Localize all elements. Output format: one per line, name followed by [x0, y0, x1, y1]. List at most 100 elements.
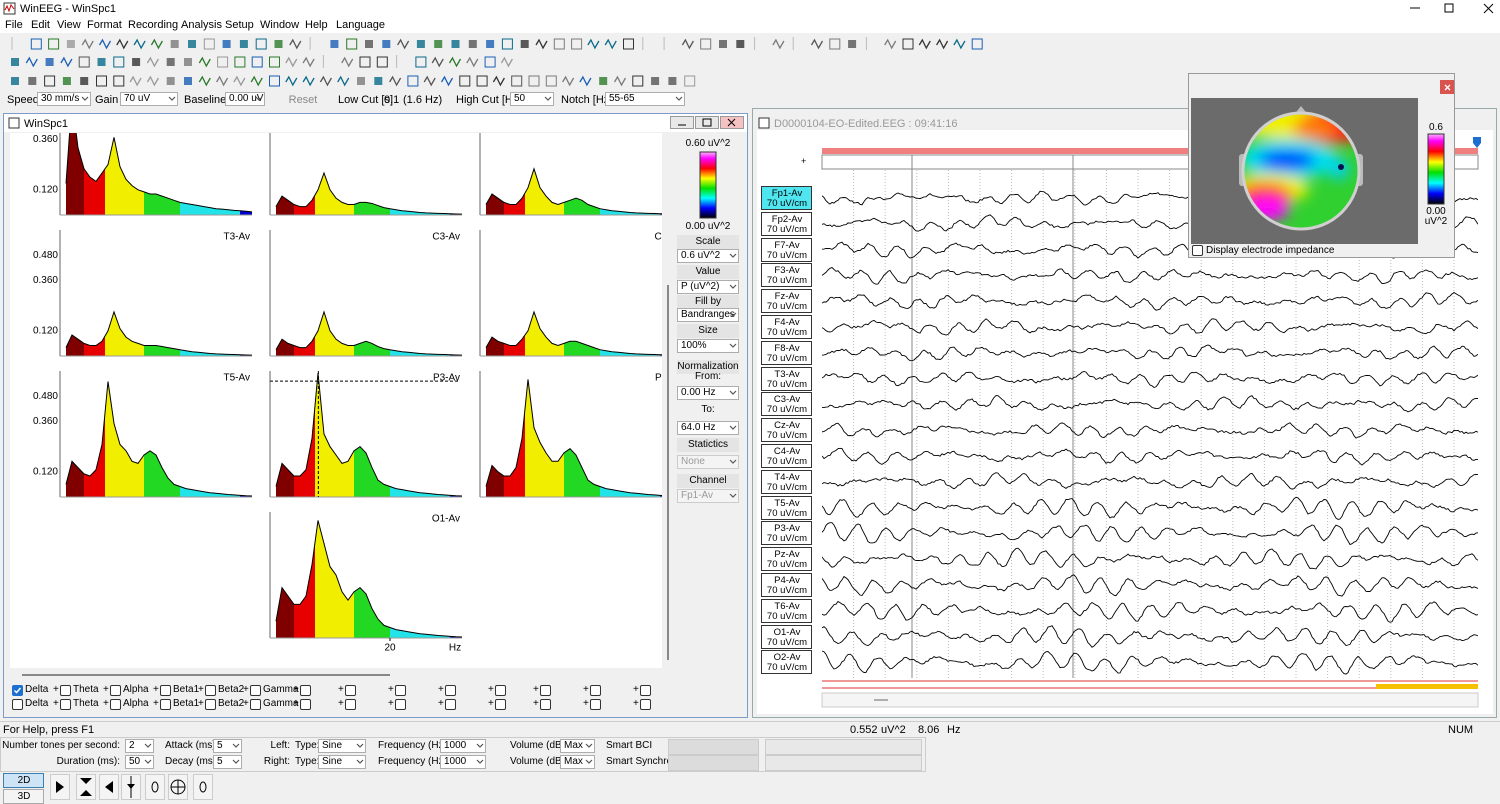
menu-item[interactable]: Language — [336, 19, 385, 31]
checkbox[interactable] — [540, 699, 551, 710]
dropdown[interactable]: 100% — [677, 339, 739, 353]
checkbox[interactable] — [345, 685, 356, 696]
window-button[interactable] — [670, 116, 694, 129]
window-button[interactable] — [695, 116, 719, 129]
window-button[interactable] — [720, 116, 744, 129]
dropdown[interactable]: Max — [560, 755, 595, 769]
checkbox[interactable] — [300, 699, 311, 710]
checkbox[interactable] — [205, 685, 216, 696]
checkbox[interactable] — [495, 699, 506, 710]
checkbox[interactable] — [640, 699, 651, 710]
checkbox[interactable] — [60, 699, 71, 710]
checkbox[interactable] — [12, 699, 23, 710]
checkbox[interactable] — [12, 685, 23, 696]
checkbox[interactable] — [160, 699, 171, 710]
channel-label[interactable]: T3-Av 70 uV/cm — [761, 366, 812, 391]
maximize-button[interactable] — [1436, 0, 1466, 17]
menu-item[interactable]: Setup — [225, 19, 254, 31]
menu-item[interactable]: File — [5, 19, 23, 31]
checkbox[interactable] — [590, 685, 601, 696]
text: 8.06 — [918, 724, 940, 736]
menu-item[interactable]: View — [57, 19, 81, 31]
checkbox[interactable] — [1192, 245, 1203, 256]
dropdown[interactable]: 0.00 Hz — [677, 386, 739, 400]
menu-item[interactable]: Help — [305, 19, 328, 31]
toolbar-icon — [484, 56, 496, 68]
text: Volume (dB): — [510, 756, 568, 767]
checkbox[interactable] — [110, 685, 121, 696]
dropdown[interactable]: 5 — [213, 739, 242, 753]
checkbox[interactable] — [495, 685, 506, 696]
dropdown[interactable]: 64.0 Hz — [677, 421, 739, 435]
checkbox[interactable] — [110, 699, 121, 710]
checkbox[interactable] — [250, 699, 261, 710]
channel-label[interactable]: T6-Av 70 uV/cm — [761, 598, 812, 623]
dropdown[interactable]: Bandranges — [677, 308, 739, 322]
checkbox[interactable] — [590, 699, 601, 710]
menu-item[interactable]: Edit — [31, 19, 50, 31]
channel-label[interactable]: F4-Av 70 uV/cm — [761, 315, 812, 339]
channel-label[interactable]: O1-Av 70 uV/cm — [761, 624, 812, 649]
channel-label[interactable]: Fp2-Av 70 uV/cm — [761, 211, 812, 236]
dropdown[interactable]: 70 uV — [120, 92, 178, 106]
menu-item[interactable]: Window — [260, 19, 300, 31]
dropdown[interactable]: 2 — [125, 739, 154, 753]
checkbox[interactable] — [640, 685, 651, 696]
checkbox[interactable] — [395, 699, 406, 710]
checkbox[interactable] — [205, 699, 216, 710]
dropdown-value: 30 mm/s — [41, 93, 80, 104]
channel-label[interactable]: F8-Av 70 uV/cm — [761, 340, 812, 365]
checkbox[interactable] — [60, 685, 71, 696]
nav-button[interactable] — [193, 774, 213, 800]
channel-label[interactable]: F3-Av 70 uV/cm — [761, 263, 812, 288]
channel-label[interactable]: Cz-Av 70 uV/cm — [761, 418, 812, 443]
dropdown[interactable]: 0.6 uV^2 — [677, 249, 739, 263]
dropdown[interactable]: 30 mm/s — [37, 92, 91, 106]
checkbox[interactable] — [300, 685, 311, 696]
channel-label[interactable]: Pz-Av 70 uV/cm — [761, 547, 812, 572]
channel-label[interactable]: Fp1-Av 70 uV/cm — [761, 186, 812, 210]
dropdown[interactable]: 50 — [125, 755, 154, 769]
nav-button[interactable] — [99, 774, 119, 800]
dropdown[interactable]: 1000 — [440, 755, 486, 769]
menu-item[interactable]: Recording — [128, 19, 179, 31]
toolbar-icon — [81, 38, 94, 50]
checkbox[interactable] — [395, 685, 406, 696]
menu-item[interactable]: Analysis — [181, 19, 222, 31]
channel-label[interactable]: T4-Av 70 uV/cm — [761, 469, 812, 494]
nav-button[interactable] — [121, 774, 141, 800]
channel-label[interactable]: O2-Av 70 uV/cm — [761, 650, 812, 675]
checkbox[interactable] — [250, 685, 261, 696]
dropdown[interactable]: Sine — [318, 739, 366, 753]
nav-button[interactable] — [145, 774, 165, 800]
dropdown[interactable]: P (uV^2) — [677, 280, 739, 294]
channel-label[interactable]: C4-Av 70 uV/cm — [761, 444, 812, 468]
checkbox[interactable] — [540, 685, 551, 696]
nav-button[interactable] — [76, 774, 96, 800]
dropdown[interactable]: 1000 — [440, 739, 486, 753]
checkbox[interactable] — [445, 699, 456, 710]
dropdown[interactable]: Sine — [318, 755, 366, 769]
channel-label[interactable]: C3-Av 70 uV/cm — [761, 392, 812, 417]
close-button[interactable] — [1476, 0, 1500, 17]
channel-label[interactable]: T5-Av 70 uV/cm — [761, 495, 812, 520]
menu-item[interactable]: Format — [87, 19, 122, 31]
checkbox[interactable] — [445, 685, 456, 696]
nav-button[interactable] — [168, 774, 188, 800]
channel-label[interactable]: P4-Av 70 uV/cm — [761, 573, 812, 597]
channel-label[interactable]: P3-Av 70 uV/cm — [761, 521, 812, 546]
control-label: 0.00 uV^2 — [685, 221, 731, 232]
dropdown[interactable]: 0.00 uV — [225, 92, 265, 106]
dropdown[interactable]: 55-65 — [605, 92, 685, 106]
minimize-button[interactable] — [1402, 0, 1432, 17]
dropdown[interactable]: 5 — [213, 755, 242, 769]
nav-button[interactable] — [50, 774, 70, 800]
checkbox[interactable] — [160, 685, 171, 696]
view-button[interactable]: 3D — [3, 789, 44, 804]
dropdown[interactable]: 50 — [510, 92, 554, 106]
channel-label[interactable]: Fz-Av 70 uV/cm — [761, 289, 812, 314]
dropdown[interactable]: Max — [560, 739, 595, 753]
channel-label[interactable]: F7-Av 70 uV/cm — [761, 237, 812, 262]
checkbox[interactable] — [345, 699, 356, 710]
view-button[interactable]: 2D — [3, 773, 44, 788]
